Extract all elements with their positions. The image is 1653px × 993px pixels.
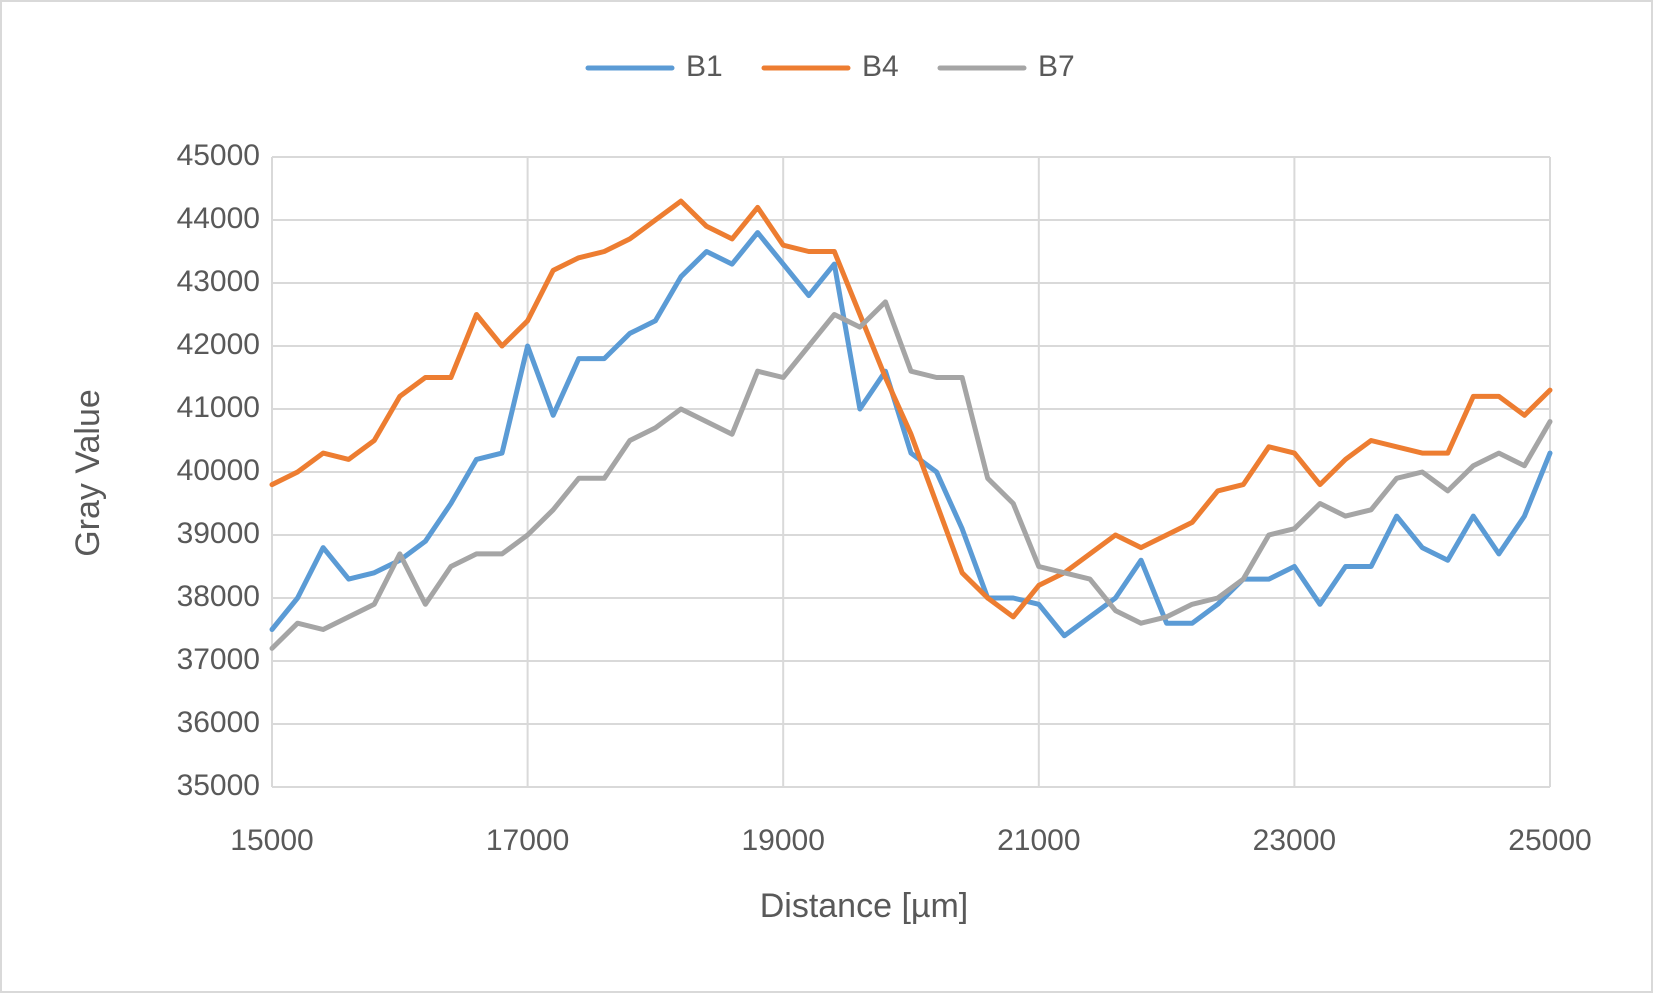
legend-label: B4	[862, 50, 899, 83]
data-line	[269, 198, 1553, 620]
y-axis-title: Gray Value	[69, 389, 107, 557]
y-tick-label: 37000	[177, 643, 260, 676]
x-tick-label: 15000	[230, 824, 313, 857]
y-tick-label: 40000	[177, 454, 260, 487]
y-tick-label: 36000	[177, 706, 260, 739]
x-tick-label: 21000	[997, 824, 1080, 857]
x-tick-label: 17000	[486, 824, 569, 857]
x-tick-label: 19000	[741, 824, 824, 857]
data-line	[269, 230, 1553, 639]
data-line	[269, 299, 1553, 651]
y-tick-label: 43000	[177, 265, 260, 298]
legend-label: B1	[686, 50, 723, 83]
y-tick-label: 41000	[177, 391, 260, 424]
y-tick-label: 44000	[177, 202, 260, 235]
y-tick-label: 39000	[177, 517, 260, 550]
y-tick-label: 42000	[177, 328, 260, 361]
x-tick-label: 23000	[1253, 824, 1336, 857]
x-axis-title: Distance [µm]	[760, 887, 969, 925]
y-tick-label: 45000	[177, 139, 260, 172]
y-tick-label: 38000	[177, 580, 260, 613]
y-tick-label: 35000	[177, 769, 260, 802]
legend-label: B7	[1038, 50, 1075, 83]
x-tick-label: 25000	[1508, 824, 1591, 857]
